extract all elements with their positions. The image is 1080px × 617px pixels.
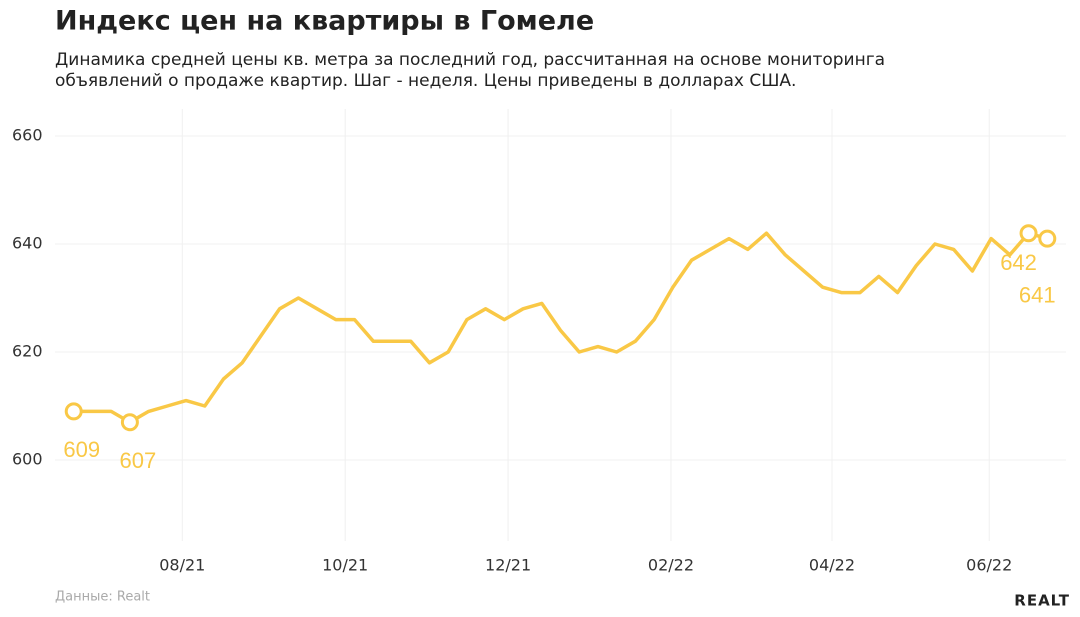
- x-tick-label: 08/21: [159, 556, 205, 575]
- logo: REALT: [1014, 592, 1070, 610]
- y-tick-label: 660: [12, 126, 43, 145]
- x-tick-label: 10/21: [322, 556, 368, 575]
- y-tick-label: 600: [12, 450, 43, 469]
- x-tick-label: 04/22: [809, 556, 855, 575]
- chart-title: Индекс цен на квартиры в Гомеле: [55, 6, 594, 37]
- chart-subtitle: Динамика средней цены кв. метра за после…: [55, 50, 885, 70]
- point-marker: [1038, 229, 1057, 248]
- x-tick-label: 06/22: [966, 556, 1012, 575]
- point-marker: [64, 402, 83, 421]
- data-label: 641: [1019, 282, 1056, 307]
- data-label: 609: [63, 437, 100, 462]
- x-tick-label: 12/21: [485, 556, 531, 575]
- line: [73, 231, 1048, 424]
- source: Данные: Realt: [55, 590, 150, 605]
- data-label: 642: [1000, 250, 1037, 275]
- x-tick-label: 02/22: [648, 556, 694, 575]
- point-marker: [120, 413, 139, 432]
- data-label: 607: [120, 448, 157, 473]
- chart-subtitle: объявлений о продаже квартир. Шаг - неде…: [55, 71, 796, 91]
- point-marker: [1019, 224, 1038, 243]
- y-tick-label: 640: [12, 234, 43, 253]
- y-tick-label: 620: [12, 342, 43, 361]
